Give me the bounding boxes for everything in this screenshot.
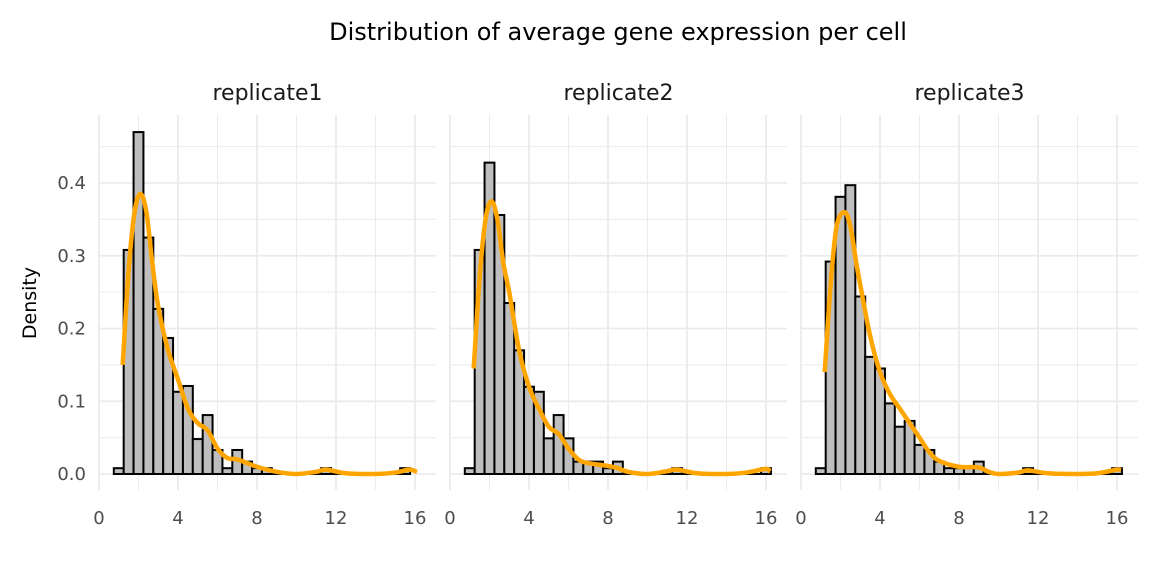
histogram-bar [893, 425, 906, 475]
panel-strip-label: replicate1 [212, 81, 322, 106]
panel-replicate1: replicate1 0 4 8 12 16 [93, 81, 436, 529]
x-tick-label: 0 [795, 508, 806, 529]
histogram-bar [864, 355, 877, 475]
density-curve [822, 209, 1123, 477]
histogram-bar [913, 443, 926, 475]
y-tick-label: 0.3 [57, 246, 86, 267]
histogram-bar [542, 437, 555, 476]
x-tick-label: 0 [93, 508, 104, 529]
x-tick-label: 8 [602, 508, 613, 529]
density-curve [471, 198, 772, 477]
histogram-bar [172, 390, 184, 476]
x-tick-label: 12 [325, 508, 348, 529]
y-tick-label: 0.0 [57, 464, 86, 485]
histogram-bar [191, 438, 204, 475]
x-tick-label: 8 [251, 508, 262, 529]
x-tick-label: 16 [404, 508, 427, 529]
x-tick-label: 12 [676, 508, 699, 529]
x-tick-label: 4 [874, 508, 885, 529]
panel-replicate2: replicate2 0 4 8 12 16 [444, 81, 787, 529]
histogram-bar [201, 414, 214, 476]
x-tick-label: 16 [1106, 508, 1129, 529]
y-axis-label: Density [19, 267, 41, 339]
x-tick-label: 4 [523, 508, 534, 529]
histogram-bar [503, 302, 516, 475]
panel-replicate3: replicate3 0 4 8 12 16 [795, 81, 1138, 529]
y-tick-label: 0.2 [57, 319, 86, 340]
y-tick-label: 0.1 [57, 391, 86, 412]
panel-strip-label: replicate2 [563, 81, 673, 106]
y-tick-label: 0.4 [57, 173, 86, 194]
histogram-bar [552, 414, 565, 476]
density-curve [120, 191, 418, 477]
histogram-bar [883, 402, 896, 475]
x-tick-label: 12 [1027, 508, 1050, 529]
histogram-bar [132, 131, 145, 475]
chart-title: Distribution of average gene expression … [329, 18, 907, 46]
x-tick-label: 4 [172, 508, 183, 529]
x-tick-label: 0 [444, 508, 455, 529]
x-tick-label: 8 [953, 508, 964, 529]
x-tick-label: 16 [755, 508, 778, 529]
panel-strip-label: replicate3 [914, 81, 1024, 106]
histogram-bar [854, 295, 867, 475]
